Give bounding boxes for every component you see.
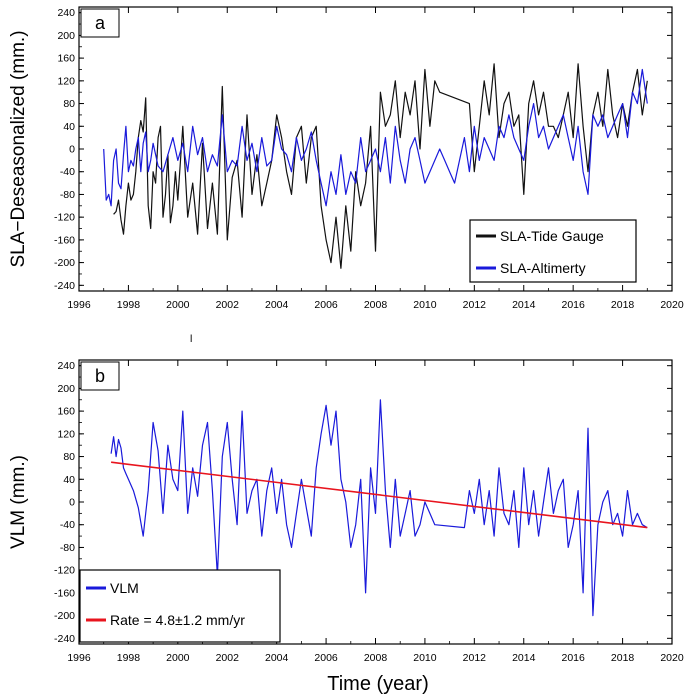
- y-tick-label: -160: [54, 587, 75, 599]
- x-tick-label: 2010: [413, 299, 437, 311]
- x-tick-label: 1996: [67, 652, 91, 664]
- y-tick-label: 80: [63, 98, 75, 110]
- x-tick-label: 2006: [314, 652, 338, 664]
- y-tick-label: 40: [63, 121, 75, 133]
- x-axis-title: Time (year): [327, 673, 428, 695]
- x-tick-label: 2002: [216, 652, 240, 664]
- y-tick-label: 160: [57, 53, 75, 65]
- y-tick-label: 0: [69, 144, 75, 156]
- y-tick-label: -240: [54, 633, 75, 645]
- y-tick-label: 240: [57, 7, 75, 19]
- y-tick-label: 160: [57, 406, 75, 418]
- x-tick-label: 2004: [265, 299, 289, 311]
- x-tick-label: 2008: [364, 652, 388, 664]
- y-tick-label: -200: [54, 257, 75, 269]
- x-tick-label: 2016: [561, 299, 585, 311]
- legend-label: Rate = 4.8±1.2 mm/yr: [110, 612, 245, 628]
- x-tick-label: 2010: [413, 652, 437, 664]
- y-tick-label: 200: [57, 383, 75, 395]
- stray-mark: l: [190, 333, 192, 345]
- y-tick-label: -40: [60, 519, 75, 531]
- x-tick-label: 2000: [166, 299, 190, 311]
- x-tick-label: 2016: [561, 652, 585, 664]
- x-tick-label: 2020: [660, 299, 684, 311]
- y-axis-label: VLM (mm.): [8, 455, 29, 549]
- y-tick-label: -120: [54, 212, 75, 224]
- x-tick-label: 1996: [67, 299, 91, 311]
- legend-label: SLA-Altimerty: [500, 260, 586, 276]
- x-tick-label: 2020: [660, 652, 684, 664]
- series-line-vlm: [110, 399, 648, 617]
- x-tick-label: 2012: [463, 652, 487, 664]
- chart-panel-a: -240 -200 -160 -120 -80 -40 0 40 80 120 160 200 240 1…: [8, 6, 684, 311]
- y-tick-label: -120: [54, 565, 75, 577]
- series-line-sla-altimerty: [103, 68, 648, 207]
- y-tick-label: -80: [60, 542, 75, 554]
- legend-box: [79, 569, 281, 643]
- y-tick-label: 40: [63, 474, 75, 486]
- series-line-rate-4-8-1-2-mm-yr: [111, 461, 648, 529]
- y-tick-label: -240: [54, 280, 75, 292]
- x-tick-label: 2002: [216, 299, 240, 311]
- y-tick-label: -40: [60, 166, 75, 178]
- x-tick-label: 2014: [512, 299, 536, 311]
- x-tick-label: 1998: [117, 652, 141, 664]
- legend-label: VLM: [110, 580, 139, 596]
- y-tick-label: 240: [57, 360, 75, 372]
- y-tick-label: -80: [60, 189, 75, 201]
- y-tick-label: -160: [54, 234, 75, 246]
- x-tick-label: 2012: [463, 299, 487, 311]
- panel-letter: a: [95, 13, 106, 33]
- panel-letter: b: [95, 366, 105, 386]
- y-tick-label: 0: [69, 497, 75, 509]
- x-tick-label: 1998: [117, 299, 141, 311]
- panel-letter-box: [80, 8, 120, 38]
- y-tick-label: 80: [63, 451, 75, 463]
- x-tick-label: 2014: [512, 652, 536, 664]
- chart-panel-b: -240 -200 -160 -120 -80 -40 0 40 80 120 160 200 240 1…: [8, 359, 684, 664]
- panel-letter-box: [80, 361, 120, 391]
- legend: SLA-Tide Gauge SLA-Altimerty: [469, 219, 637, 283]
- x-tick-label: 2004: [265, 652, 289, 664]
- series-line-sla-tide-gauge: [113, 63, 648, 269]
- y-axis-label: SLA−Deseasonalized (mm.): [8, 30, 29, 267]
- x-tick-label: 2006: [314, 299, 338, 311]
- y-tick-label: -200: [54, 610, 75, 622]
- y-tick-label: 200: [57, 30, 75, 42]
- x-tick-label: 2000: [166, 652, 190, 664]
- y-tick-label: 120: [57, 428, 75, 440]
- legend: VLM Rate = 4.8±1.2 mm/yr: [79, 569, 281, 643]
- x-tick-label: 2018: [611, 652, 635, 664]
- x-tick-label: 2018: [611, 299, 635, 311]
- y-tick-label: 120: [57, 75, 75, 87]
- legend-box: [469, 219, 637, 283]
- legend-label: SLA-Tide Gauge: [500, 228, 604, 244]
- x-tick-label: 2008: [364, 299, 388, 311]
